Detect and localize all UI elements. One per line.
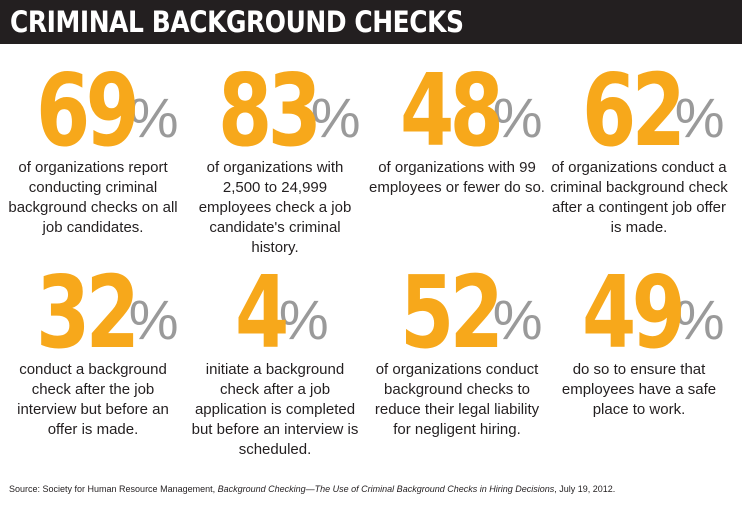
stat-block: 83 % of organizations with 2,500 to 24,9… <box>184 52 366 258</box>
stat-number: 4 <box>235 254 289 371</box>
stat-description: of organizations with 99 employees or fe… <box>369 159 545 196</box>
stat-number: 52 <box>399 254 503 371</box>
percent-sign: % <box>492 288 543 351</box>
stat-block: 62 % of organizations conduct a criminal… <box>548 52 730 238</box>
percent-sign: % <box>674 288 725 351</box>
source-prefix: Source: Society for Human Resource Manag… <box>9 484 218 494</box>
stat-number: 62 <box>581 52 685 169</box>
stat-number: 83 <box>217 52 321 169</box>
percent-sign: % <box>310 86 361 149</box>
stat-block: 48 % of organizations with 99 employees … <box>366 52 548 198</box>
source-title: Background Checking—The Use of Criminal … <box>217 484 555 494</box>
stat-block: 52 % of organizations conduct background… <box>366 254 548 440</box>
stat-block: 49 % do so to ensure that employees have… <box>548 254 730 420</box>
stat-number: 32 <box>35 254 139 371</box>
stat-description: of organizations conduct a criminal back… <box>550 159 728 236</box>
percent-sign: % <box>674 86 725 149</box>
title-bar: CRIMINAL BACKGROUND CHECKS <box>0 0 742 44</box>
stat-block: 69 % of organizations report conducting … <box>2 52 184 238</box>
stat-description: of organizations conduct background chec… <box>374 361 540 438</box>
stat-block: 32 % conduct a background check after th… <box>2 254 184 440</box>
stat-description: do so to ensure that employees have a sa… <box>561 361 717 418</box>
stat-number: 49 <box>581 254 685 371</box>
percent-sign: % <box>278 288 329 351</box>
source-citation: Source: Society for Human Resource Manag… <box>9 484 737 494</box>
stat-description: of organizations with 2,500 to 24,999 em… <box>198 159 352 256</box>
page-title: CRIMINAL BACKGROUND CHECKS <box>10 5 464 39</box>
stat-description: of organizations report conducting crimi… <box>8 159 178 236</box>
stat-number: 69 <box>35 52 139 169</box>
source-suffix: , July 19, 2012. <box>554 484 616 494</box>
percent-sign: % <box>128 288 179 351</box>
stat-block: 4 % initiate a background check after a … <box>184 254 366 460</box>
stat-description: conduct a background check after the job… <box>17 361 169 438</box>
stat-number: 48 <box>399 52 503 169</box>
stat-description: initiate a background check after a job … <box>191 361 359 458</box>
percent-sign: % <box>492 86 543 149</box>
percent-sign: % <box>128 86 179 149</box>
